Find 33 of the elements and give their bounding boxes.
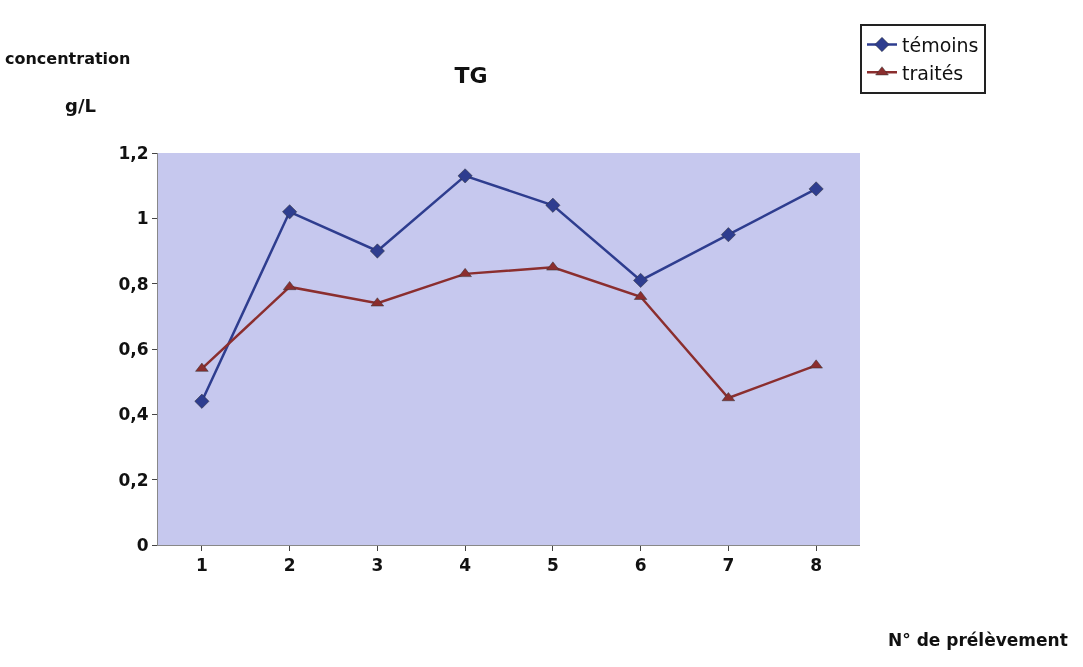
text: concentration g/L: [5, 49, 131, 116]
point: [370, 297, 384, 307]
y-tick-label: 0,4: [118, 404, 149, 425]
y-tick-label: 0,6: [118, 338, 149, 359]
y-tick-label: 0,8: [118, 273, 149, 294]
point: [194, 393, 210, 409]
y-tick-label: 1,2: [118, 142, 149, 163]
point: [809, 359, 823, 369]
point: [633, 273, 649, 288]
point: [195, 362, 209, 372]
y-tick-label: 0: [136, 534, 149, 555]
x-axis-title: N° de prélèvement: [888, 630, 1068, 650]
x-tick-label: 6: [634, 555, 647, 576]
x-tick-label: 2: [283, 555, 296, 576]
point: [720, 227, 736, 243]
chart-title: TG: [454, 62, 488, 88]
x-tick-label: 1: [195, 555, 208, 576]
x-tick-label: 8: [810, 555, 823, 576]
point: [282, 204, 298, 220]
point: [634, 290, 648, 300]
x-tick-label: 7: [722, 555, 735, 576]
x-tick-label: 3: [371, 555, 384, 576]
point: [546, 261, 560, 271]
x-tick-label: 5: [546, 555, 559, 576]
point: [808, 181, 824, 197]
legend-label: traités: [902, 61, 964, 84]
y-tick-label: 0,2: [118, 469, 149, 490]
legend-label: témoins: [902, 33, 979, 56]
y-tick-label: 1: [136, 208, 149, 229]
point: [545, 197, 561, 213]
point: [369, 243, 385, 259]
x-tick-label: 4: [459, 555, 472, 576]
point: [457, 168, 473, 184]
